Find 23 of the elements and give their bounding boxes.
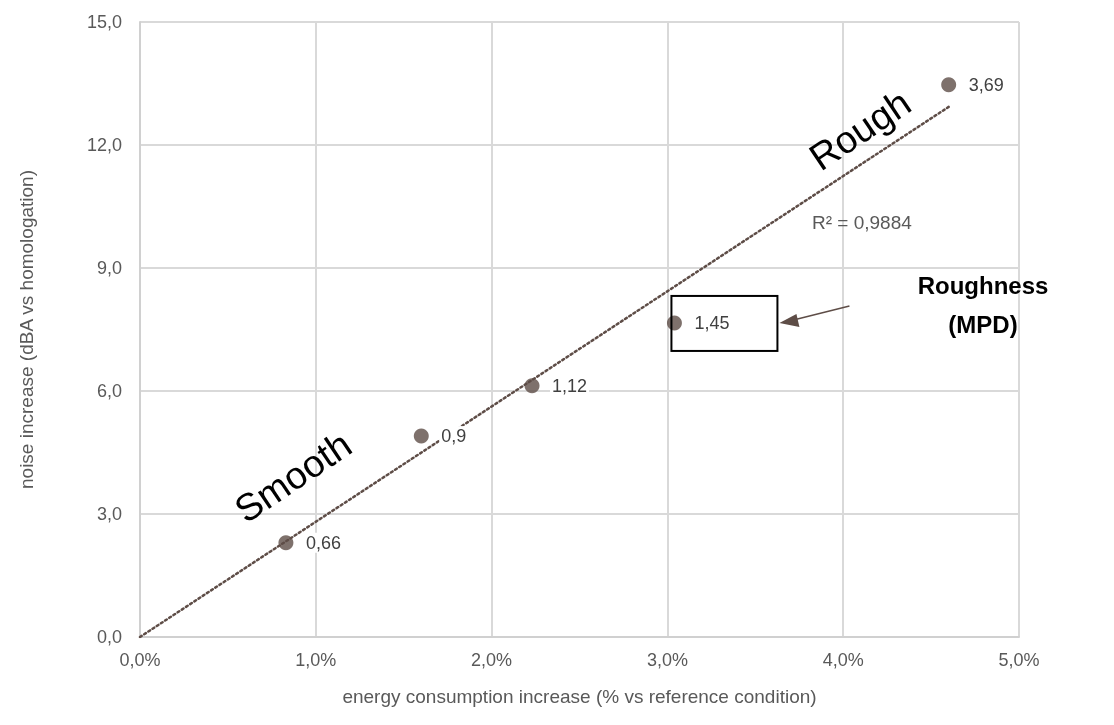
- x-tick-label: 5,0%: [998, 650, 1040, 670]
- y-tick-label: 12,0: [86, 135, 122, 155]
- x-tick-label: 3,0%: [646, 650, 688, 670]
- y-tick-label: 15,0: [86, 12, 122, 32]
- annotation: 1,45: [694, 312, 730, 333]
- point: [941, 77, 957, 93]
- annotation: 3,69: [968, 74, 1004, 95]
- x-tick-label: 2,0%: [471, 650, 513, 670]
- x-axis-title: energy consumption increase (% vs reference condition): [342, 686, 817, 707]
- y-tick-label: 3,0: [96, 504, 122, 524]
- y-axis-title: noise increase (dBA vs homologation): [16, 170, 37, 489]
- x-tick-label: 0,0%: [119, 650, 161, 670]
- annotation: Roughness (MPD): [917, 271, 1049, 339]
- annotation: 0,66: [305, 532, 341, 553]
- annotation: R² = 0,9884: [812, 212, 913, 234]
- y-tick-label: 6,0: [96, 381, 122, 401]
- point: [413, 428, 429, 444]
- x-tick-label: 4,0%: [822, 650, 864, 670]
- y-tick-label: 0,0: [96, 627, 122, 647]
- annotation: 1,12: [552, 375, 588, 396]
- x-tick-label: 1,0%: [295, 650, 337, 670]
- y-tick-label: 9,0: [96, 258, 122, 278]
- annotation: 0,9: [441, 426, 467, 447]
